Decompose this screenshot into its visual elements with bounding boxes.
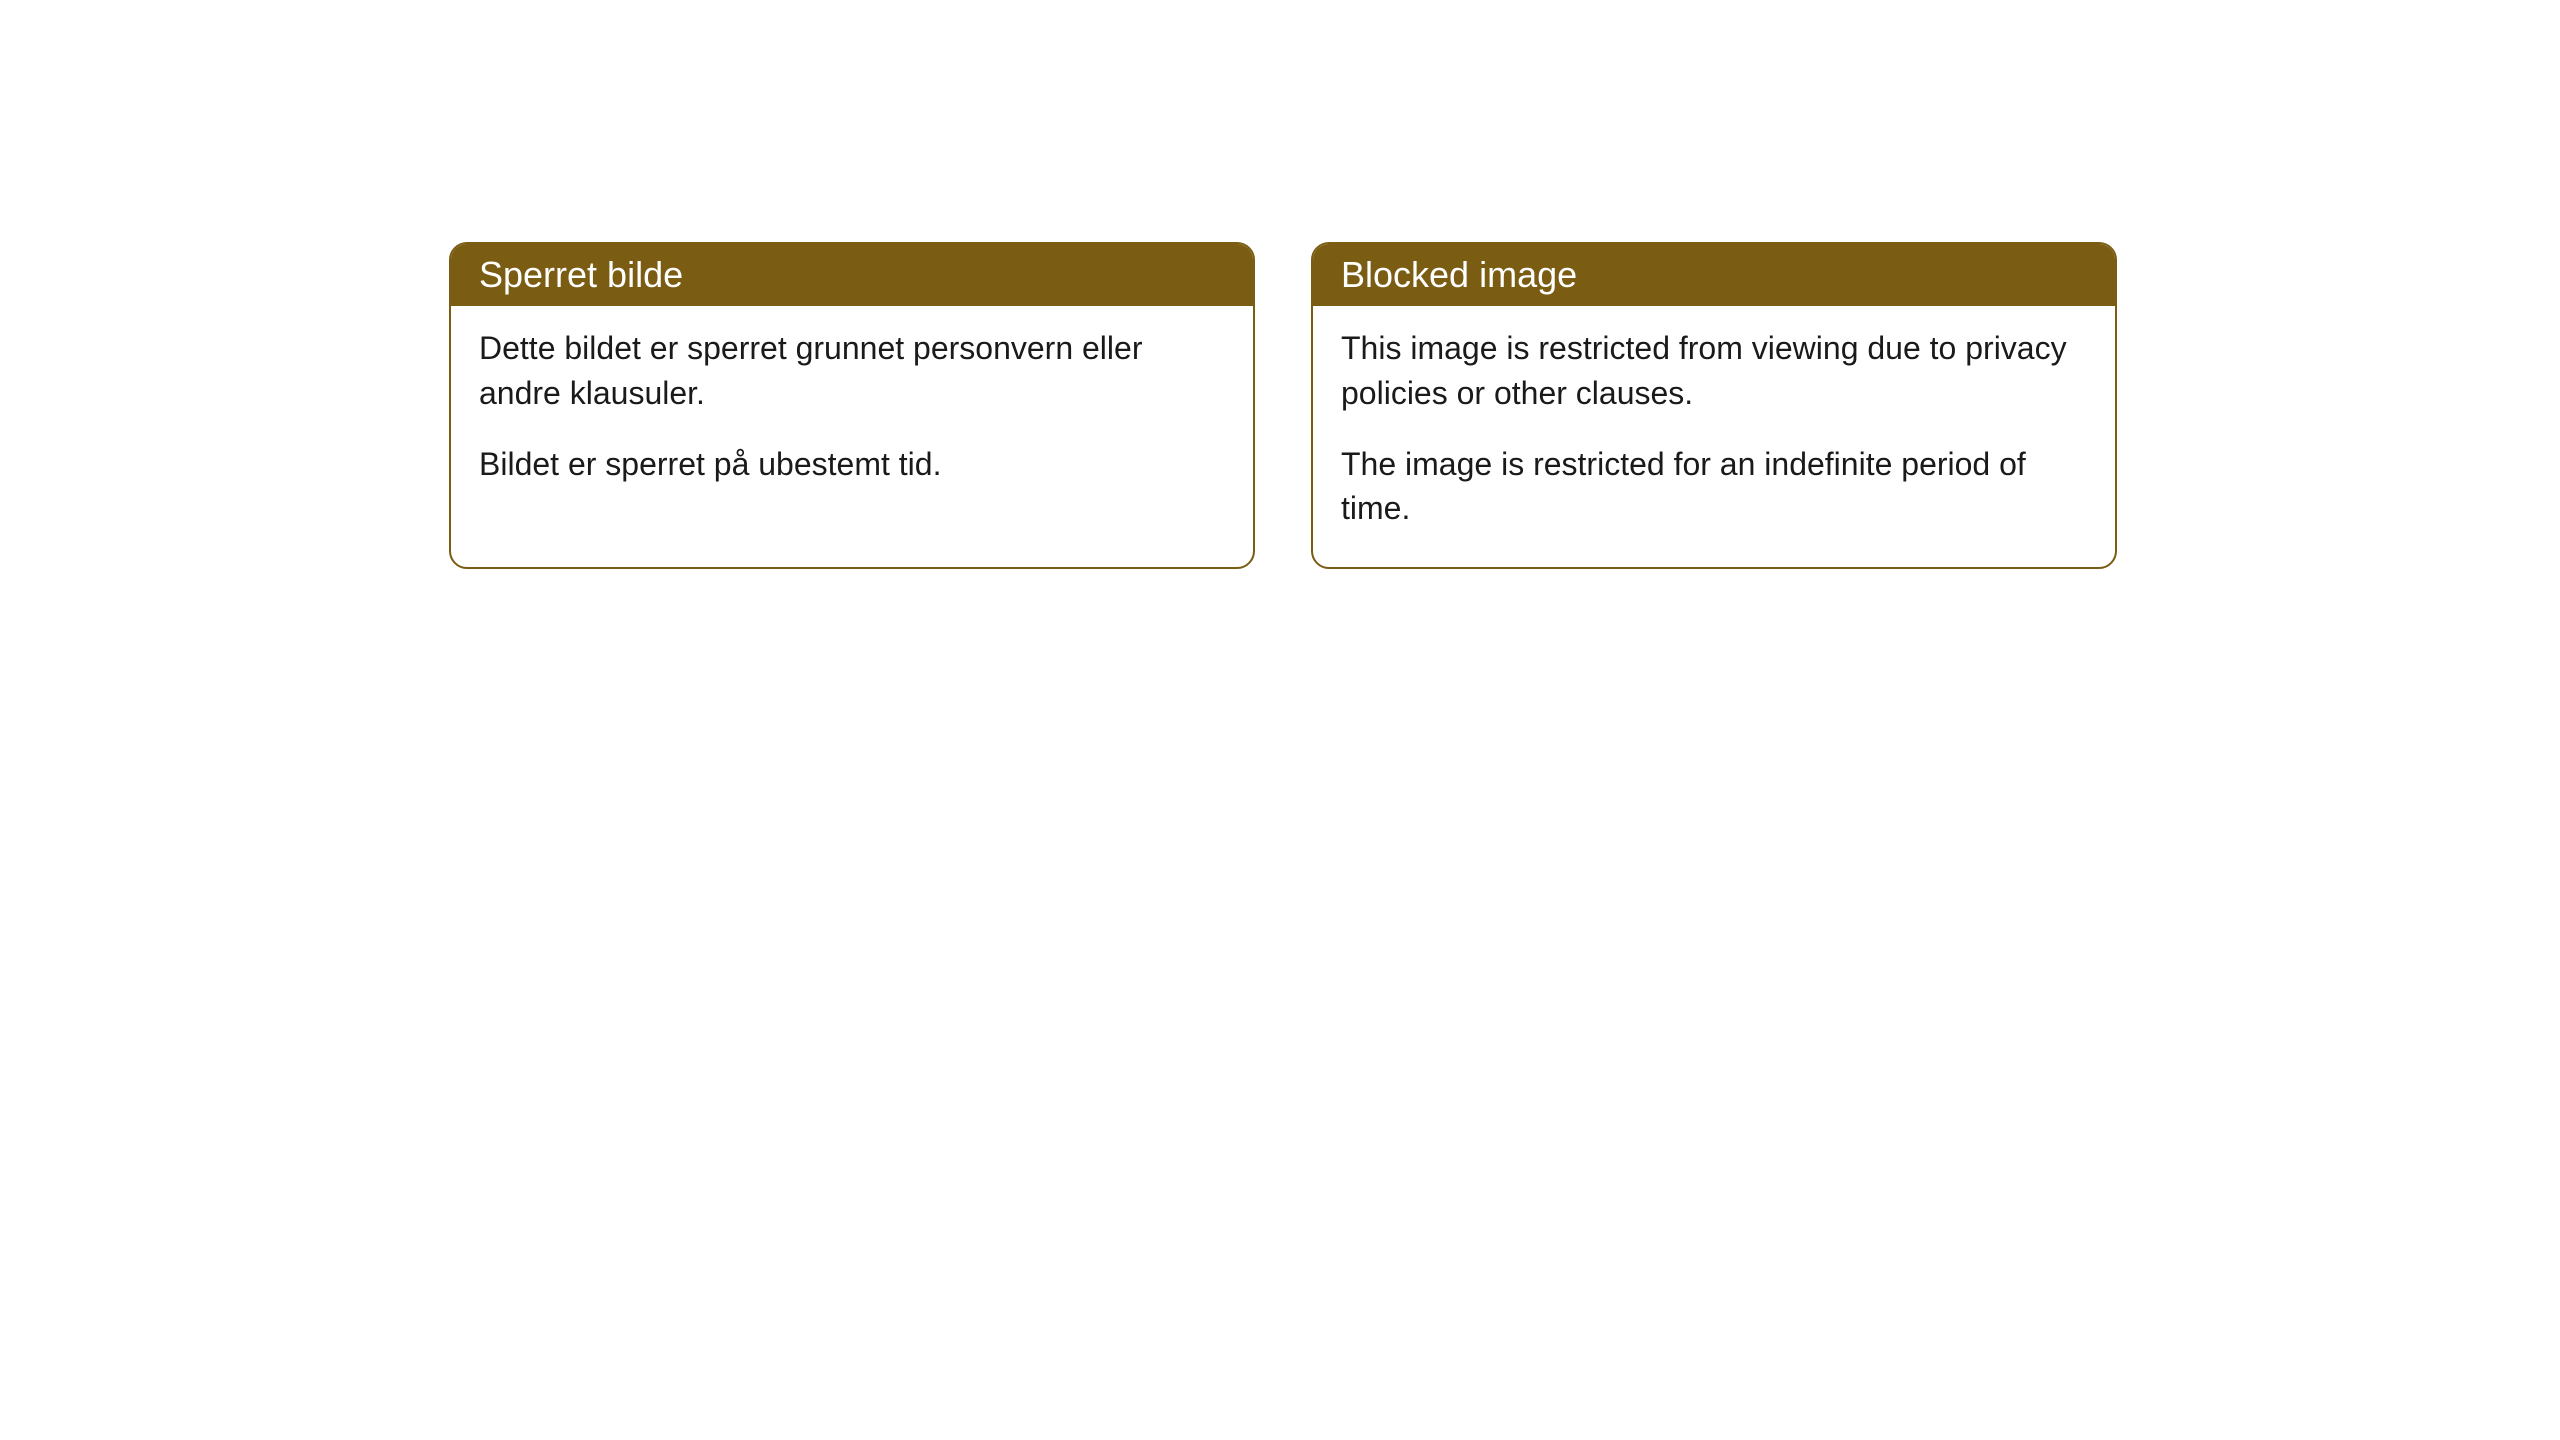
card-body-norwegian: Dette bildet er sperret grunnet personve… (451, 306, 1253, 522)
card-body-english: This image is restricted from viewing du… (1313, 306, 2115, 567)
notice-cards-container: Sperret bilde Dette bildet er sperret gr… (449, 242, 2117, 569)
card-title: Sperret bilde (479, 254, 683, 295)
card-header-norwegian: Sperret bilde (451, 244, 1253, 306)
card-title: Blocked image (1341, 254, 1577, 295)
notice-card-norwegian: Sperret bilde Dette bildet er sperret gr… (449, 242, 1255, 569)
card-paragraph: This image is restricted from viewing du… (1341, 326, 2087, 416)
notice-card-english: Blocked image This image is restricted f… (1311, 242, 2117, 569)
card-paragraph: Bildet er sperret på ubestemt tid. (479, 442, 1225, 487)
card-paragraph: Dette bildet er sperret grunnet personve… (479, 326, 1225, 416)
card-paragraph: The image is restricted for an indefinit… (1341, 442, 2087, 532)
card-header-english: Blocked image (1313, 244, 2115, 306)
